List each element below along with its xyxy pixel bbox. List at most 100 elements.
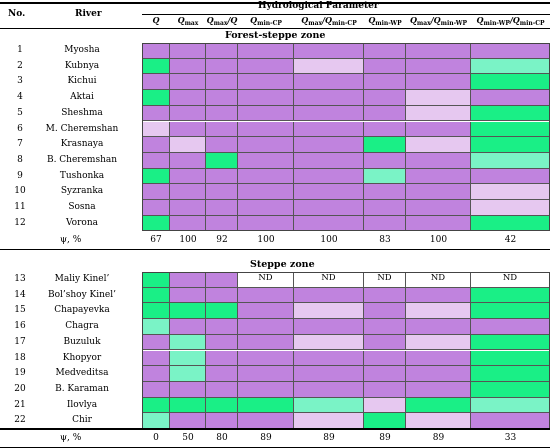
river-name: Syzranka — [60, 186, 104, 197]
param-header: Qmax — [170, 15, 206, 27]
color-cell — [238, 58, 294, 75]
color-cell — [170, 287, 206, 304]
color-cell — [364, 152, 406, 169]
color-cell — [170, 272, 206, 288]
color-cell — [238, 152, 294, 169]
color-cell — [364, 303, 406, 320]
color-cell — [406, 152, 471, 169]
psi-value: 89 — [379, 433, 391, 443]
param-subscript: min-WP — [440, 20, 468, 27]
color-cell — [142, 168, 170, 185]
row-number: 8 — [17, 154, 23, 165]
color-cell — [294, 303, 364, 320]
param-subscript: max — [184, 20, 199, 27]
color-cell — [294, 43, 364, 59]
row-number: 21 — [14, 399, 26, 410]
param-symbol: Q — [368, 15, 376, 25]
row-number: 10 — [14, 186, 26, 197]
color-cell — [206, 74, 238, 91]
color-cell — [206, 287, 238, 304]
param-subscript: max — [416, 20, 431, 27]
color-cell — [238, 121, 294, 138]
psi-value: 92 — [216, 235, 228, 246]
row-number: 6 — [17, 123, 23, 134]
psi-value: 33 — [504, 433, 517, 443]
color-cell — [406, 200, 471, 216]
color-cell — [170, 350, 206, 367]
color-cell — [142, 58, 170, 75]
param-symbol: Q — [230, 15, 238, 25]
param-subscript: max — [308, 20, 323, 27]
color-cell — [206, 184, 238, 200]
row-number: 17 — [14, 336, 26, 347]
color-cell — [142, 74, 170, 91]
color-cell — [294, 381, 364, 398]
color-cell — [238, 287, 294, 304]
color-cell — [170, 105, 206, 122]
color-cell — [142, 184, 170, 200]
color-cell — [170, 121, 206, 138]
param-symbol: Q — [250, 15, 258, 25]
color-cell — [364, 105, 406, 122]
color-cell — [294, 350, 364, 367]
color-cell — [406, 90, 471, 106]
row-number: 19 — [14, 368, 26, 379]
color-cell — [294, 287, 364, 304]
color-cell — [206, 200, 238, 216]
color-cell — [406, 350, 471, 367]
color-cell — [206, 397, 238, 414]
row-number: 22 — [14, 415, 26, 426]
color-cell — [206, 43, 238, 59]
color-cell — [294, 74, 364, 91]
river-name: Myosha — [64, 45, 100, 55]
color-cell — [364, 366, 406, 382]
color-cell — [206, 105, 238, 122]
color-cell — [406, 168, 471, 185]
psi-value: 100 — [320, 235, 338, 246]
color-cell — [364, 319, 406, 335]
row-number: 18 — [14, 352, 26, 363]
color-cell — [206, 366, 238, 382]
color-cell — [406, 74, 471, 91]
color-cell — [406, 397, 471, 414]
color-cell — [238, 43, 294, 59]
color-cell — [406, 184, 471, 200]
param-symbol: Q — [152, 15, 160, 25]
color-cell — [206, 350, 238, 367]
color-cell — [238, 366, 294, 382]
color-cell — [364, 121, 406, 138]
color-cell — [170, 137, 206, 153]
color-cell — [238, 334, 294, 351]
river-name: Vorona — [66, 217, 98, 228]
col-header-no: No. — [8, 9, 26, 19]
color-cell — [206, 58, 238, 75]
psi-label: ψ, % — [60, 235, 82, 246]
param-subscript: min-CP — [519, 20, 545, 27]
color-cell — [206, 303, 238, 320]
color-cell — [238, 319, 294, 335]
row-number: 14 — [14, 289, 26, 300]
river-name: Ilovlya — [66, 399, 98, 410]
river-name: Aktai — [70, 92, 94, 103]
param-symbol: Q — [409, 15, 417, 25]
color-cell — [170, 381, 206, 398]
color-cell — [238, 90, 294, 106]
param-divider: / — [322, 15, 325, 25]
color-cell — [406, 121, 471, 138]
param-subscript: min-WP — [483, 20, 510, 27]
color-cell — [142, 121, 170, 138]
color-cell — [406, 334, 471, 351]
color-cell — [142, 366, 170, 382]
color-cell — [238, 200, 294, 216]
param-header: Qmax/Qmin-CP — [294, 15, 364, 27]
color-cell — [142, 303, 170, 320]
color-cell — [406, 58, 471, 75]
color-cell — [294, 334, 364, 351]
river-name: Kichui — [67, 76, 97, 87]
color-cell — [170, 90, 206, 106]
psi-value: 100 — [257, 235, 275, 246]
color-cell — [364, 168, 406, 185]
color-cell — [294, 200, 364, 216]
row-number: 3 — [17, 76, 23, 87]
river-name: B. Karaman — [55, 383, 109, 394]
